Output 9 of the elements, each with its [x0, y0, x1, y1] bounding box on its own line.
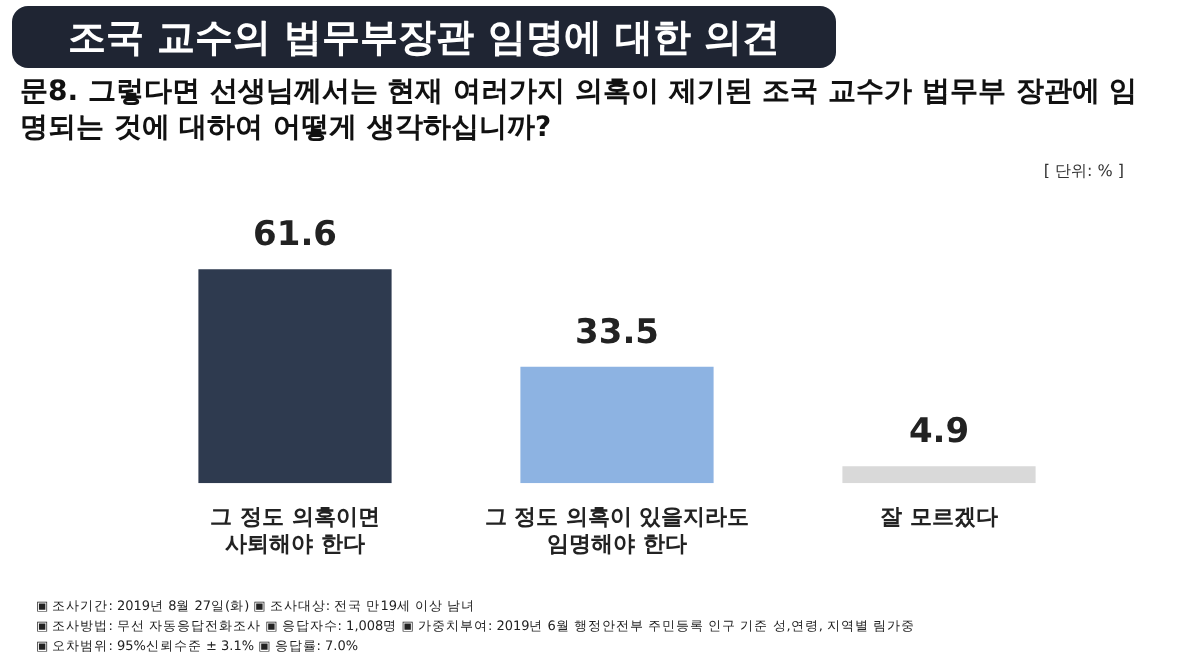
data-label: 4.9	[908, 412, 970, 453]
x-tick-label: 잘 모르겠다	[880, 504, 998, 531]
data-label: 61.6	[253, 215, 337, 256]
chart-title: 조국 교수의 법무부장관 임명에 대한 의견	[12, 6, 836, 68]
data-label: 33.5	[575, 312, 659, 353]
chart-subtitle: 문8. 그렇다면 선생님께서는 현재 여러가지 의혹이 제기된 조국 교수가 법무부 장관에 임명되는 것에 대하여 어떻게 생각하십니까?	[20, 74, 1140, 146]
text: [ 단위: % ]	[1043, 160, 1124, 182]
x-tick-label: 그 정도 의혹이 있을지라도 임명해야 한다	[484, 504, 750, 557]
x-tick-label: 그 정도 의혹이면 사퇴해야 한다	[210, 504, 380, 557]
